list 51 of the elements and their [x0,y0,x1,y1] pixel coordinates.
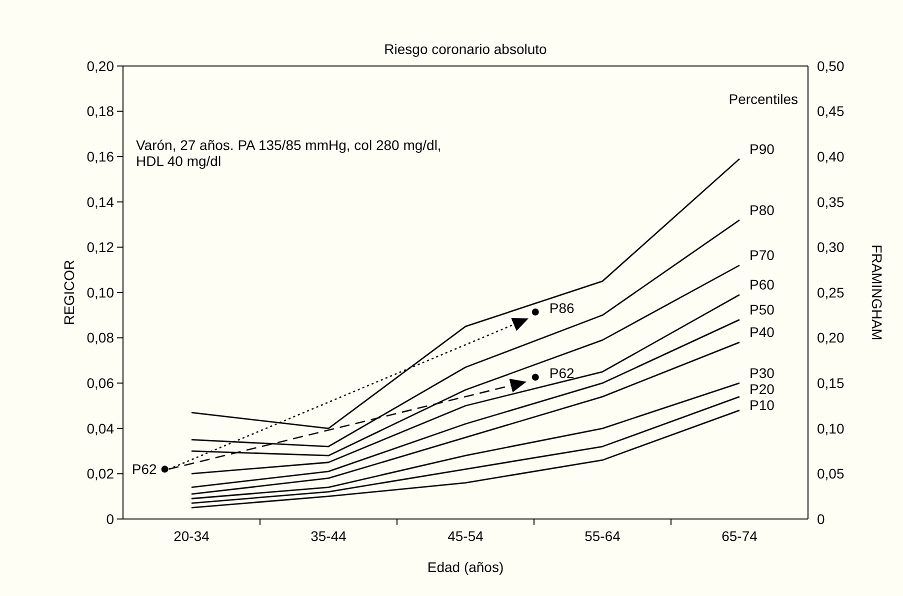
y-tick-label: 0,08 [86,330,114,346]
line-series [190,410,740,508]
y2-tick-label: 0,30 [817,239,844,256]
y2-tick-label: 0,35 [817,194,844,210]
y-tick-label: 0,04 [86,420,114,436]
annotation: P86 [549,300,574,316]
y2-tick-label: 0 [817,510,825,527]
y2-tick-label: 0,05 [817,466,844,482]
y2-tick-label: 0,15 [817,375,844,391]
series-label: P90 [750,140,775,157]
y2-axis-title: FRAMINGHAM [869,244,885,340]
y2-tick-label: 0,40 [817,148,844,164]
series-label: P60 [750,276,775,293]
legend-title: Percentiles [728,91,798,107]
chart-title: Riesgo coronario absoluto [384,41,548,57]
series-label: P40 [750,324,775,340]
annotation: P62 [132,461,157,478]
y-tick-label: 0,20 [86,58,114,74]
series-label: P80 [750,202,775,218]
line-series [190,318,740,488]
series-label: P10 [750,397,775,413]
line-series [190,294,740,474]
y-tick-label: 0,06 [86,375,114,391]
y-tick-label: 0,12 [86,239,114,256]
y2-tick-label: 0,25 [817,284,844,300]
y2-tick-label: 0,10 [817,420,844,436]
y-tick-label: 0,16 [86,148,114,164]
y2-tick-label: 0,50 [817,58,844,74]
x-tick-label: 65-74 [722,528,758,544]
y-tick-label: 0,18 [86,103,114,120]
y-tick-label: 0 [106,510,114,527]
x-tick-label: 55-64 [584,528,621,544]
annotation: Varón, 27 años. PA 135/85 mmHg, col 280 mg/dl, HDL 40 mg/dl [136,137,442,170]
y-axis-title: REGICOR [61,260,77,326]
y-tick-label: 0,02 [86,466,114,482]
x-axis-title: Edad (años) [427,559,504,575]
line-series [190,264,740,456]
line-series [190,342,740,495]
series-label: P50 [750,302,775,318]
y2-tick-label: 0,20 [817,330,844,346]
x-tick-label: 20-34 [174,528,210,544]
series-label: P30 [750,365,775,381]
line-series [190,219,740,448]
y-tick-label: 0,14 [86,194,114,210]
annotation: P62 [549,365,574,382]
y-tick-label: 0,10 [86,284,114,300]
y2-tick-label: 0,45 [817,103,844,120]
series-label: P70 [750,247,775,264]
x-tick-label: 45-54 [448,528,484,544]
series-label: P20 [750,381,775,397]
x-tick-label: 35-44 [310,528,347,544]
